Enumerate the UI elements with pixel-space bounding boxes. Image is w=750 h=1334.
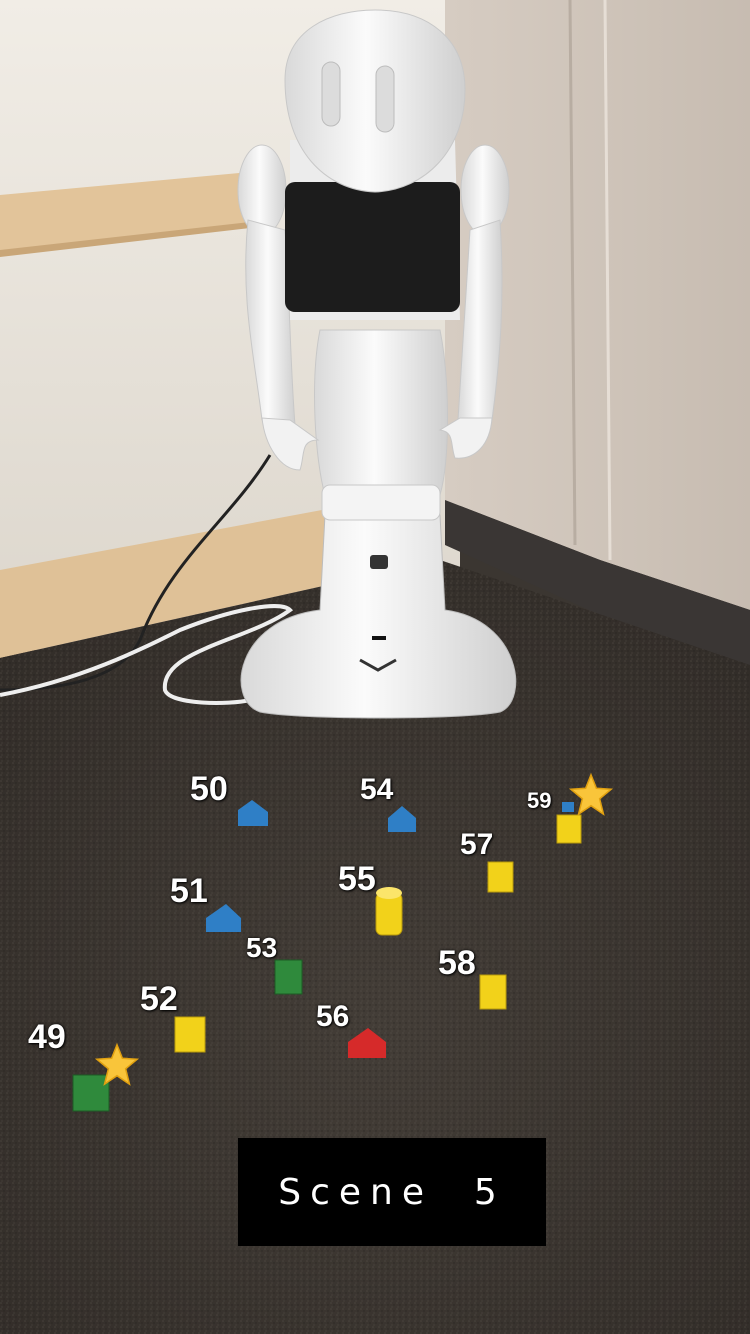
block-50 [238, 800, 268, 826]
robot-tablet [285, 182, 460, 312]
power-cable [0, 454, 272, 692]
object-label-58: 58 [438, 944, 476, 982]
cabinet [445, 0, 750, 610]
block-51 [206, 904, 241, 932]
star-icon-59 [568, 772, 614, 816]
block-57 [487, 861, 514, 893]
block-53 [274, 959, 303, 995]
block-55 [375, 892, 403, 936]
scene-banner: Scene 5 [238, 1138, 546, 1246]
object-label-55: 55 [338, 860, 376, 898]
object-label-54: 54 [360, 773, 394, 806]
block-49 [72, 1074, 110, 1112]
object-label-53: 53 [246, 932, 278, 963]
object-label-52: 52 [140, 980, 178, 1018]
object-label-57: 57 [460, 828, 494, 861]
block-58 [479, 974, 507, 1010]
chair-rail [0, 172, 250, 255]
block-56 [348, 1028, 386, 1058]
block-52 [174, 1016, 206, 1053]
object-label-49: 49 [28, 1018, 66, 1056]
scene-title: Scene 5 [278, 1171, 506, 1213]
object-label-59: 59 [527, 788, 552, 813]
robot [237, 9, 517, 719]
star-icon-49 [94, 1042, 140, 1086]
block-54 [388, 806, 416, 832]
object-label-51: 51 [170, 872, 208, 910]
block-59 [556, 814, 582, 844]
object-label-50: 50 [190, 770, 228, 808]
object-label-56: 56 [316, 1000, 350, 1033]
blocks [72, 800, 582, 1112]
